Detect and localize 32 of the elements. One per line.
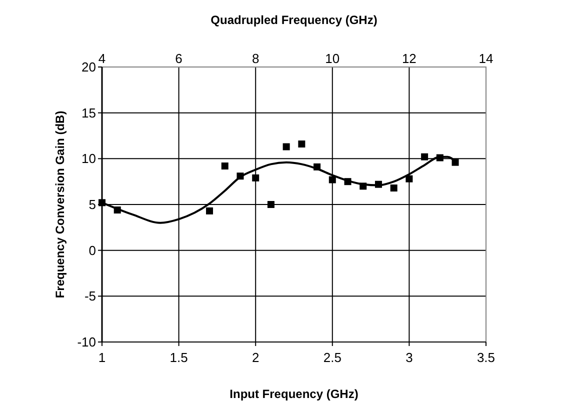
y-tick-label: -10 [77, 334, 96, 350]
x2-tick-label: 6 [175, 51, 182, 66]
point [206, 207, 214, 214]
x-tick-label: 3.5 [476, 350, 496, 365]
y-tick-label: 20 [82, 60, 96, 75]
x-tick-label: 2 [252, 350, 260, 365]
x-tick-label: 2.5 [323, 350, 342, 365]
y-tick-label: 5 [88, 197, 96, 212]
point [221, 162, 228, 170]
x2-tick-label: 14 [478, 51, 494, 66]
point [421, 153, 428, 160]
point [328, 176, 336, 184]
point [282, 143, 290, 150]
x2-tick-label: 8 [252, 51, 260, 66]
y-tick-label: 15 [82, 105, 96, 120]
y-axis-title: Frequency Conversion Gain (dB) [53, 110, 67, 298]
y-tick-label: -5 [84, 288, 96, 304]
x2-tick-label: 12 [402, 51, 416, 66]
x-axis-title: Input Frequency (GHz) [230, 387, 358, 401]
point [406, 175, 413, 182]
point [267, 201, 274, 208]
x2-tick-label: 10 [325, 51, 340, 66]
x-tick-label: 1.5 [170, 350, 188, 365]
x-tick-label: 1 [98, 350, 106, 365]
x-tick-label: 3 [406, 350, 413, 365]
y-tick-label: 0 [88, 242, 96, 258]
point [252, 174, 260, 182]
point [298, 140, 306, 148]
y-tick-label: 10 [82, 151, 96, 166]
point [390, 184, 398, 192]
x2-axis-title: Quadrupled Frequency (GHz) [210, 13, 378, 27]
x2-tick-label: 4 [98, 51, 106, 66]
